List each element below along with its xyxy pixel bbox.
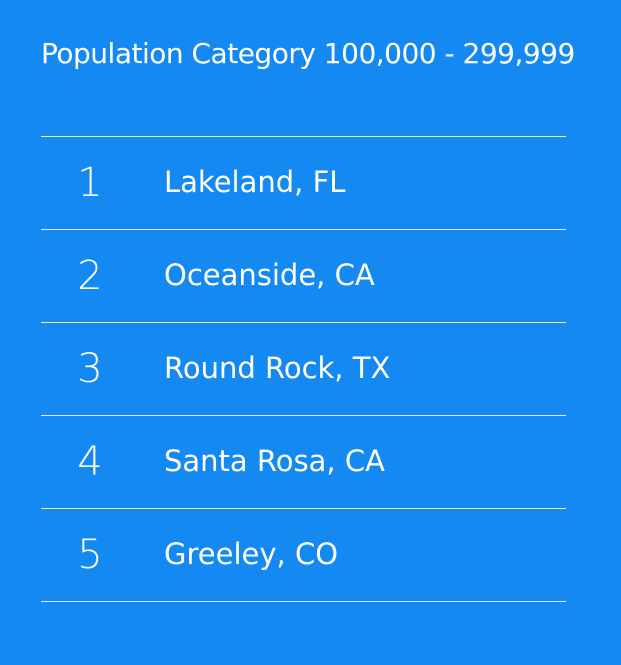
list-item: 4 Santa Rosa, CA [41,416,566,509]
city-name: Round Rock, TX [164,351,391,385]
rank-number: 1 [77,160,103,206]
city-name: Lakeland, FL [164,165,346,199]
rank-number: 4 [77,439,103,485]
city-name: Santa Rosa, CA [164,444,385,478]
ranking-list: 1 Lakeland, FL 2 Oceanside, CA 3 Round R… [41,136,566,602]
rank-number: 5 [77,532,103,578]
list-item: 2 Oceanside, CA [41,230,566,323]
list-item: 3 Round Rock, TX [41,323,566,416]
city-name: Greeley, CO [164,537,339,571]
category-title: Population Category 100,000 - 299,999 [41,37,575,70]
list-item: 5 Greeley, CO [41,509,566,602]
rank-number: 2 [77,253,103,299]
city-name: Oceanside, CA [164,258,375,292]
list-item: 1 Lakeland, FL [41,137,566,230]
rank-number: 3 [77,346,103,392]
